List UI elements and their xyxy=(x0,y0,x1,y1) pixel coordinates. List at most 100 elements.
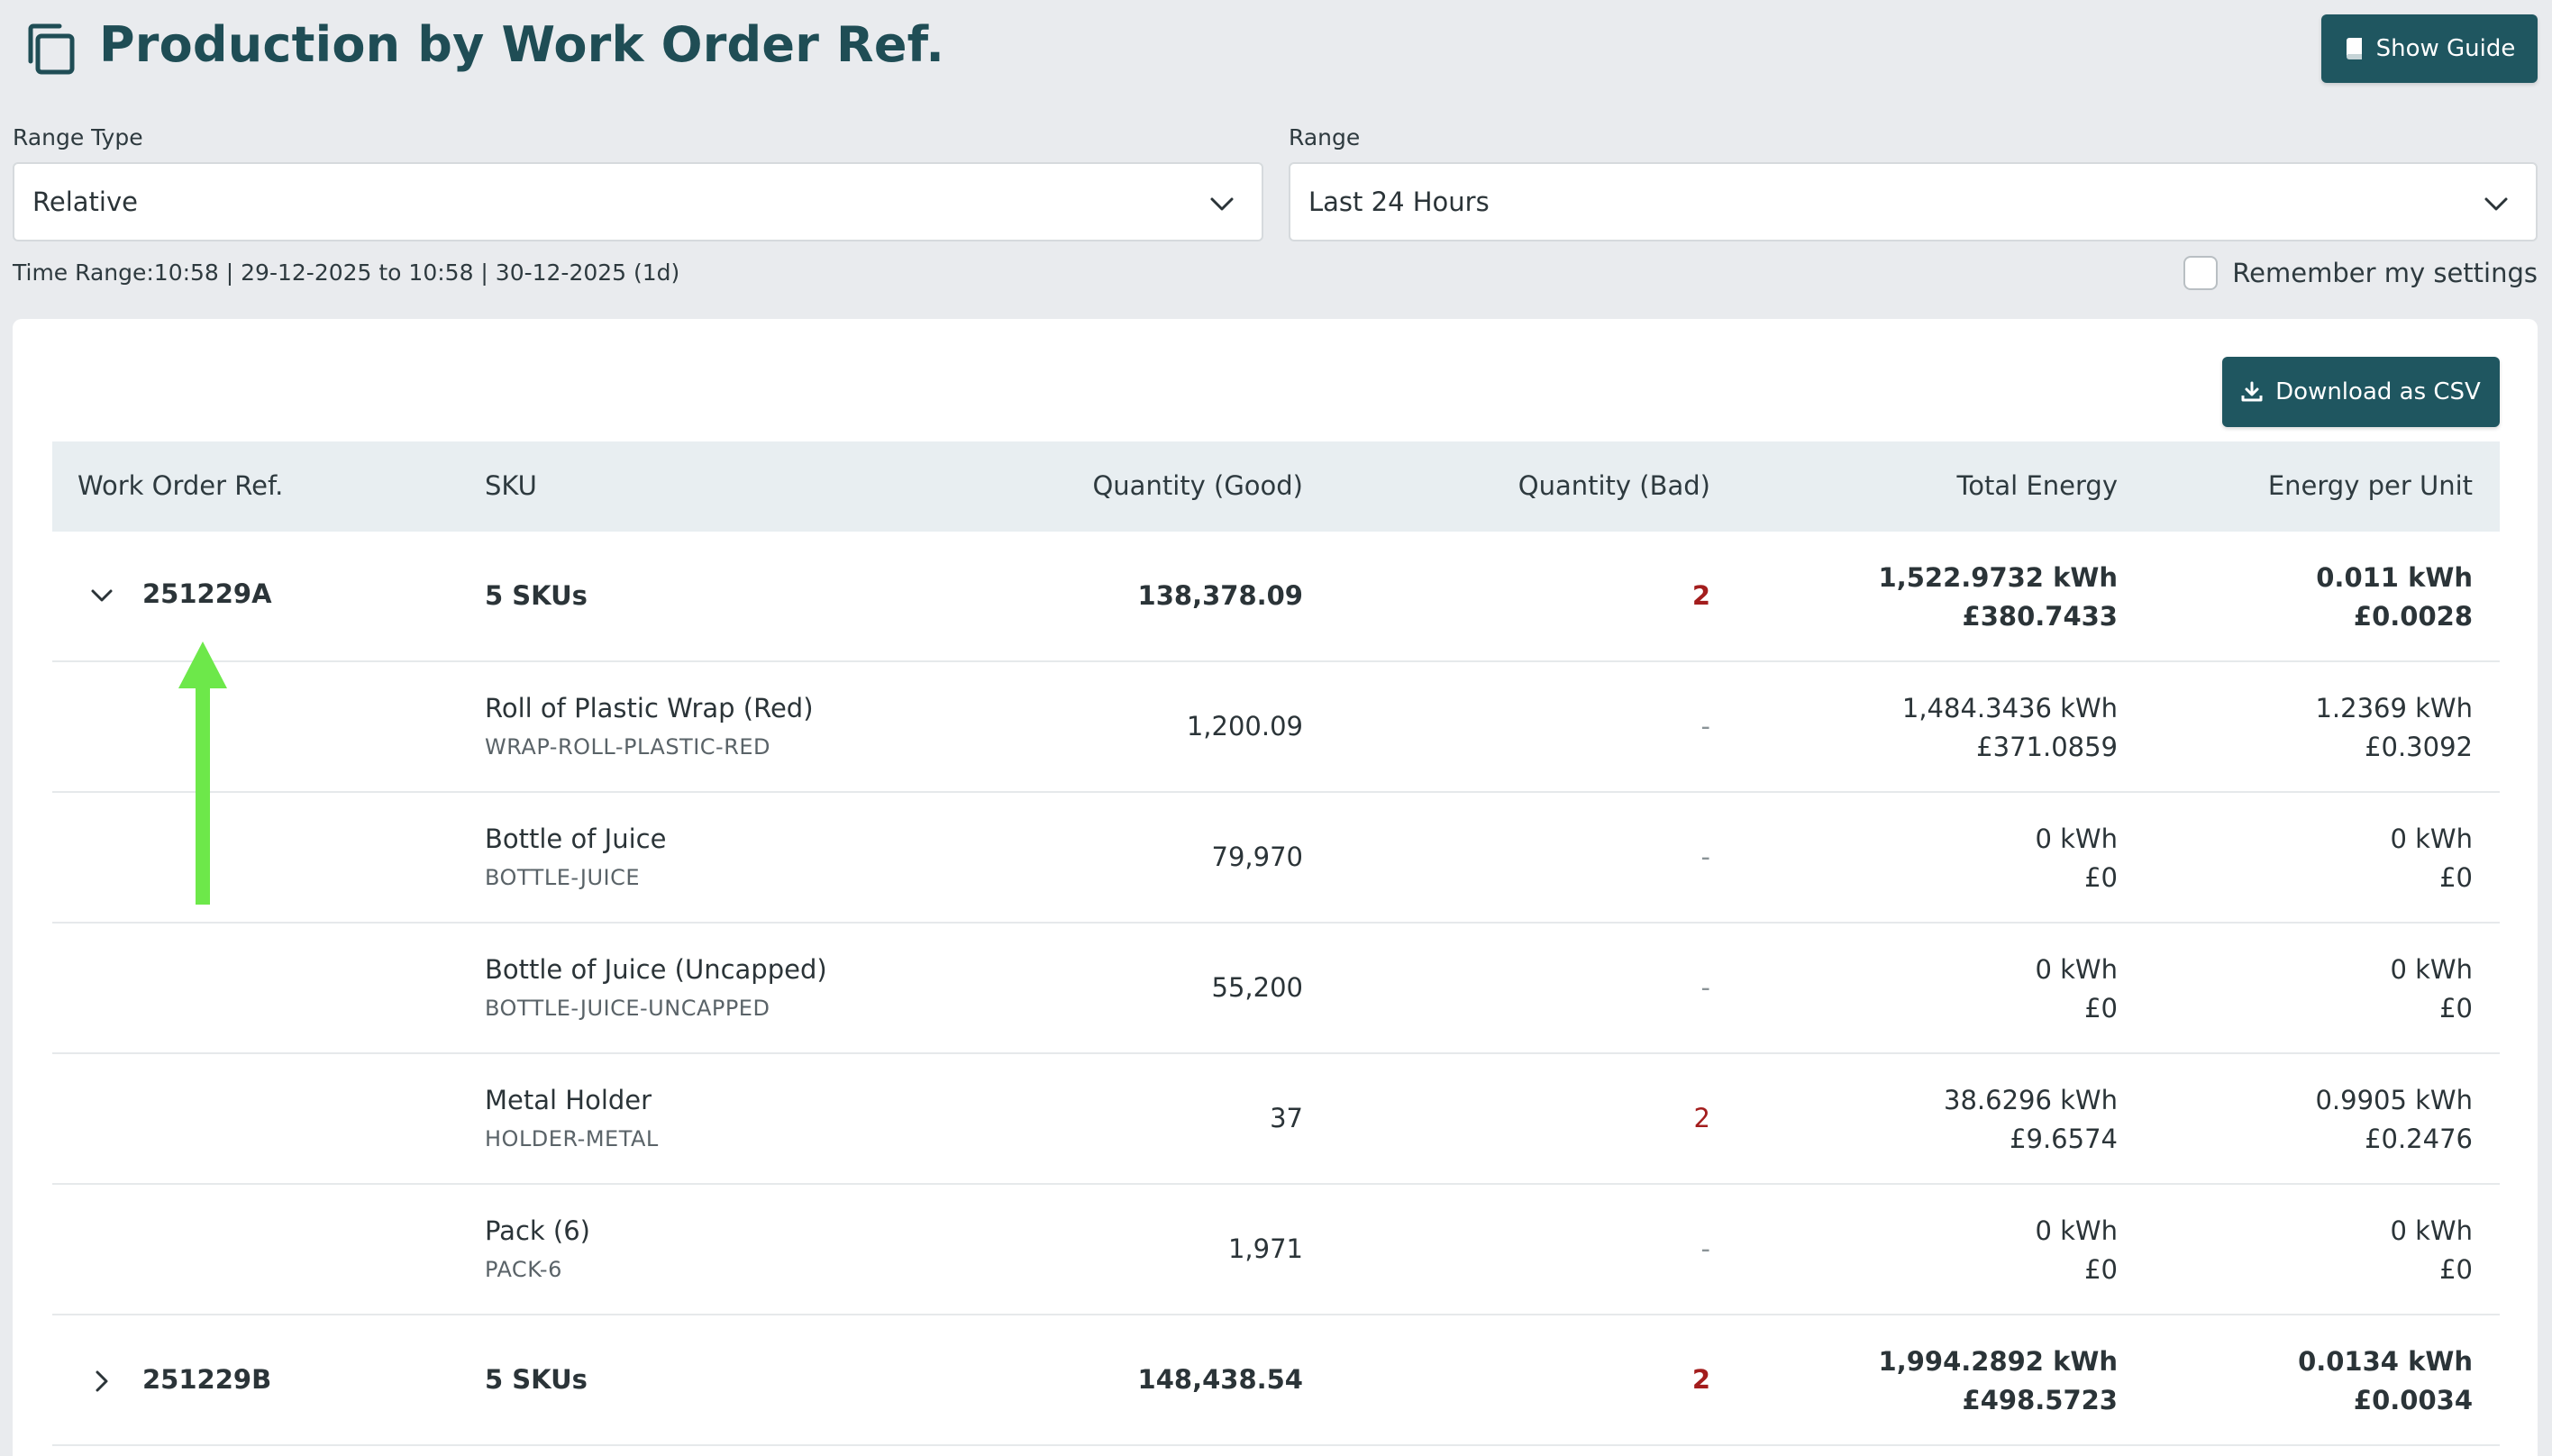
quantity-good: 138,378.09 xyxy=(1137,580,1303,611)
energy-per-unit: 0 kWh £0 xyxy=(2390,951,2473,1028)
table-row: Roll of Plastic Wrap (Red) WRAP-ROLL-PLA… xyxy=(52,662,2500,793)
sku-name: Metal Holder xyxy=(485,1085,652,1115)
page-title: Production by Work Order Ref. xyxy=(99,16,945,73)
total-energy: 1,522.9732 kWh £380.7433 xyxy=(1879,559,2118,636)
download-csv-button[interactable]: Download as CSV xyxy=(2222,357,2500,427)
total-energy-kwh: 1,484.3436 kWh xyxy=(1901,693,2118,723)
col-work-order-ref[interactable]: Work Order Ref. xyxy=(77,470,284,501)
sku-code: WRAP-ROLL-PLASTIC-RED xyxy=(485,734,771,760)
range-type-select[interactable]: Relative xyxy=(13,162,1263,241)
total-energy-cost: £371.0859 xyxy=(1976,732,2118,762)
energy-per-unit-kwh: 0.0134 kWh xyxy=(2298,1346,2473,1377)
energy-per-unit: 0.0134 kWh £0.0034 xyxy=(2298,1342,2473,1420)
table-row: Bottle of Juice BOTTLE-JUICE 79,970 - 0 … xyxy=(52,793,2500,924)
remember-settings[interactable]: Remember my settings xyxy=(2183,256,2538,290)
quantity-good: 148,438.54 xyxy=(1137,1364,1303,1395)
quantity-good: 55,200 xyxy=(1211,972,1303,1003)
page-header: Production by Work Order Ref. Show Guide xyxy=(0,0,2552,99)
quantity-good: 1,971 xyxy=(1227,1233,1303,1264)
total-energy-cost: £0 xyxy=(2084,862,2118,893)
sku-count: 5 SKUs xyxy=(485,1364,588,1395)
total-energy-kwh: 0 kWh xyxy=(2035,954,2118,985)
quantity-bad: 2 xyxy=(1691,580,1710,611)
download-csv-label: Download as CSV xyxy=(2275,378,2481,405)
energy-per-unit: 0 kWh £0 xyxy=(2390,820,2473,897)
quantity-bad: - xyxy=(1700,842,1710,872)
table-row: Metal Holder HOLDER-METAL 37 2 38.6296 k… xyxy=(52,1054,2500,1185)
chevron-down-icon xyxy=(1210,197,1234,211)
energy-per-unit-kwh: 0.9905 kWh xyxy=(2315,1085,2473,1115)
sku-name: Bottle of Juice xyxy=(485,824,667,854)
total-energy-cost: £0 xyxy=(2084,1254,2118,1285)
total-energy-kwh: 1,994.2892 kWh xyxy=(1878,1346,2118,1377)
energy-per-unit: 0.9905 kWh £0.2476 xyxy=(2315,1081,2473,1159)
total-energy: 1,994.2892 kWh £498.5723 xyxy=(1879,1342,2118,1420)
quantity-bad: - xyxy=(1700,972,1710,1003)
quantity-bad: 2 xyxy=(1693,1103,1710,1133)
total-energy-cost: £9.6574 xyxy=(2010,1124,2118,1154)
quantity-good: 79,970 xyxy=(1211,842,1303,872)
energy-per-unit: 0 kWh £0 xyxy=(2390,1212,2473,1289)
col-energy-per-unit[interactable]: Energy per Unit xyxy=(2267,470,2473,501)
show-guide-label: Show Guide xyxy=(2375,35,2516,62)
col-sku[interactable]: SKU xyxy=(485,470,537,501)
total-energy: 38.6296 kWh £9.6574 xyxy=(1944,1081,2118,1159)
sku-count: 5 SKUs xyxy=(485,580,588,611)
col-quantity-good[interactable]: Quantity (Good) xyxy=(1092,470,1303,501)
annotation-arrow-up-icon xyxy=(178,642,227,905)
range-type-label: Range Type xyxy=(13,124,143,150)
energy-per-unit-cost: £0 xyxy=(2439,1254,2473,1285)
work-order-ref: 251229B xyxy=(142,1364,272,1395)
total-energy-kwh: 1,522.9732 kWh xyxy=(1878,562,2118,593)
sku-code: HOLDER-METAL xyxy=(485,1126,659,1151)
energy-per-unit: 0.011 kWh £0.0028 xyxy=(2316,559,2473,636)
download-icon xyxy=(2241,381,2263,402)
table-header: Work Order Ref. SKU Quantity (Good) Quan… xyxy=(52,441,2500,532)
chevron-down-icon xyxy=(2484,197,2508,211)
total-energy-cost: £498.5723 xyxy=(1962,1385,2118,1415)
total-energy: 0 kWh £0 xyxy=(2035,951,2118,1028)
table-row-group-251229b[interactable]: 251229B 5 SKUs 148,438.54 2 1,994.2892 k… xyxy=(52,1315,2500,1446)
energy-per-unit-cost: £0.0034 xyxy=(2353,1385,2473,1415)
energy-per-unit: 1.2369 kWh £0.3092 xyxy=(2315,689,2473,767)
energy-per-unit-cost: £0 xyxy=(2439,993,2473,1024)
time-range-text: Time Range:10:58 | 29-12-2025 to 10:58 |… xyxy=(13,259,680,286)
energy-per-unit-cost: £0.0028 xyxy=(2353,601,2473,632)
table-row-group-251229a[interactable]: 251229A 5 SKUs 138,378.09 2 1,522.9732 k… xyxy=(52,532,2500,662)
col-total-energy[interactable]: Total Energy xyxy=(1956,470,2118,501)
range-type-value: Relative xyxy=(32,187,138,217)
sku-code: BOTTLE-JUICE xyxy=(485,865,641,890)
total-energy: 1,484.3436 kWh £371.0859 xyxy=(1902,689,2118,767)
quantity-good: 37 xyxy=(1270,1103,1303,1133)
sku-code: PACK-6 xyxy=(485,1257,562,1282)
chevron-down-icon[interactable] xyxy=(88,582,115,609)
remember-settings-checkbox[interactable] xyxy=(2183,256,2219,290)
sku-name: Roll of Plastic Wrap (Red) xyxy=(485,693,814,723)
total-energy-cost: £380.7433 xyxy=(1962,601,2118,632)
quantity-bad: - xyxy=(1700,711,1710,742)
copy-icon xyxy=(28,23,75,75)
energy-per-unit-cost: £0.3092 xyxy=(2365,732,2473,762)
quantity-bad: - xyxy=(1700,1233,1710,1264)
total-energy-kwh: 0 kWh xyxy=(2035,1215,2118,1246)
range-select[interactable]: Last 24 Hours xyxy=(1289,162,2538,241)
total-energy-cost: £0 xyxy=(2084,993,2118,1024)
total-energy-kwh: 0 kWh xyxy=(2035,824,2118,854)
sku-code: BOTTLE-JUICE-UNCAPPED xyxy=(485,996,770,1021)
total-energy-kwh: 38.6296 kWh xyxy=(1944,1085,2118,1115)
energy-per-unit-kwh: 0.011 kWh xyxy=(2316,562,2473,593)
range-value: Last 24 Hours xyxy=(1308,187,1490,217)
col-quantity-bad[interactable]: Quantity (Bad) xyxy=(1518,470,1710,501)
energy-per-unit-kwh: 0 kWh xyxy=(2390,954,2473,985)
energy-per-unit-kwh: 0 kWh xyxy=(2390,824,2473,854)
range-label: Range xyxy=(1289,124,1361,150)
work-order-ref: 251229A xyxy=(142,578,272,609)
total-energy: 0 kWh £0 xyxy=(2035,820,2118,897)
energy-per-unit-cost: £0 xyxy=(2439,862,2473,893)
show-guide-button[interactable]: Show Guide xyxy=(2321,14,2538,83)
table-row: Pack (6) PACK-6 1,971 - 0 kWh £0 0 kWh £… xyxy=(52,1185,2500,1315)
remember-settings-label: Remember my settings xyxy=(2232,258,2538,288)
chevron-right-icon[interactable] xyxy=(88,1368,115,1395)
total-energy: 0 kWh £0 xyxy=(2035,1212,2118,1289)
sku-name: Bottle of Juice (Uncapped) xyxy=(485,954,827,985)
